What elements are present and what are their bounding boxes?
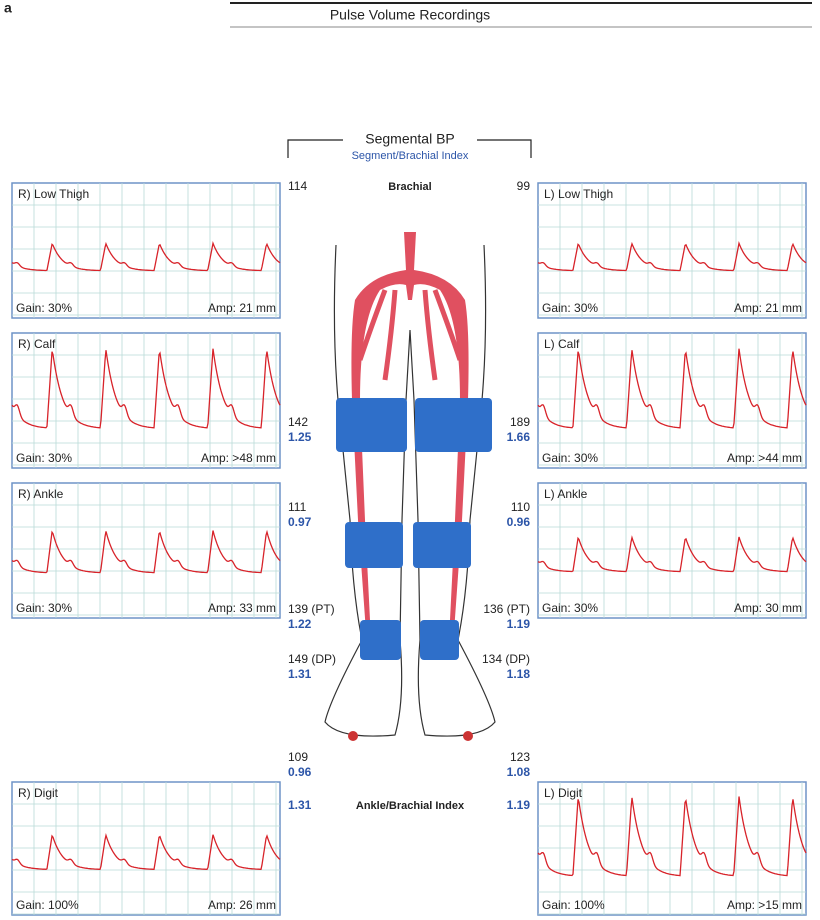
abi-value: 1.19 — [507, 798, 531, 812]
panel-label: L) Ankle — [544, 487, 588, 501]
waveform — [537, 535, 807, 573]
pressure: 189 — [510, 415, 530, 429]
pressure: 149 (DP) — [288, 652, 336, 666]
brachial-label: Brachial — [388, 181, 431, 193]
abi-label: Ankle/Brachial Index — [356, 800, 465, 812]
pressure: 109 — [288, 750, 308, 764]
report-title: Pulse Volume Recordings — [330, 7, 490, 23]
gain-label: Gain: 30% — [16, 301, 72, 315]
amp-label: Amp: 21 mm — [208, 301, 276, 315]
thigh-cuff — [415, 398, 492, 452]
panel-frame — [537, 332, 807, 469]
bracket — [287, 139, 532, 158]
gain-label: Gain: 30% — [542, 451, 598, 465]
panel-label: R) Digit — [18, 786, 59, 800]
amp-label: Amp: 33 mm — [208, 601, 276, 615]
brachial-index: 1.31 — [288, 667, 312, 681]
waveform-panel: R) Calf Gain: 30% Amp: >48 mm — [11, 332, 281, 469]
pressure: 136 (PT) — [483, 602, 530, 616]
pressure: 123 — [510, 750, 530, 764]
amp-label: Amp: >44 mm — [727, 451, 802, 465]
segmental-title: Segmental BP — [365, 131, 455, 147]
panel-frame — [11, 781, 281, 916]
panel-label: R) Low Thigh — [18, 187, 89, 201]
panel-frame — [11, 482, 281, 619]
panel-frame — [11, 332, 281, 469]
brachial-index: 1.66 — [507, 430, 531, 444]
waveform-panel: R) Ankle Gain: 30% Amp: 33 mm — [11, 482, 281, 619]
pressure: 111 — [288, 500, 307, 514]
panel-frame — [537, 182, 807, 319]
grid — [12, 782, 280, 915]
pressure: 139 (PT) — [288, 602, 335, 616]
gain-label: Gain: 30% — [542, 601, 598, 615]
brachial-index: 0.97 — [288, 515, 312, 529]
waveform-panel: R) Digit Gain: 100% Amp: 26 mm — [11, 781, 281, 916]
gain-label: Gain: 30% — [16, 601, 72, 615]
calf-cuff — [345, 522, 403, 568]
legs-diagram — [324, 232, 496, 741]
gain-label: Gain: 30% — [542, 301, 598, 315]
waveform — [11, 241, 281, 272]
gain-label: Gain: 100% — [542, 898, 605, 912]
brachial-index: 1.19 — [507, 617, 531, 631]
leg-outline — [324, 244, 496, 737]
pressure: 99 — [517, 179, 531, 193]
amp-label: Amp: >48 mm — [201, 451, 276, 465]
amp-label: Amp: 26 mm — [208, 898, 276, 912]
abi-value: 1.31 — [288, 798, 312, 812]
waveform — [537, 348, 807, 429]
panel-label: a — [4, 0, 12, 16]
ankle-cuff — [360, 620, 401, 660]
waveform-panel: L) Ankle Gain: 30% Amp: 30 mm — [537, 482, 807, 619]
brachial-index: 1.22 — [288, 617, 312, 631]
panel-label: L) Low Thigh — [544, 187, 613, 201]
brachial-index: 0.96 — [507, 515, 531, 529]
amp-label: Amp: 21 mm — [734, 301, 802, 315]
gain-label: Gain: 30% — [16, 451, 72, 465]
thigh-cuff — [336, 398, 407, 452]
segmental-subtitle: Segment/Brachial Index — [352, 150, 469, 162]
panel-frame — [11, 182, 281, 319]
toe-sensor — [348, 731, 358, 741]
gain-label: Gain: 100% — [16, 898, 79, 912]
brachial-index: 1.25 — [288, 430, 312, 444]
brachial-index: 1.18 — [507, 667, 531, 681]
toe-sensor — [463, 731, 473, 741]
panel-label: L) Calf — [544, 337, 580, 351]
waveform-panel: L) Calf Gain: 30% Amp: >44 mm — [537, 332, 807, 469]
waveform — [11, 348, 281, 429]
waveform — [11, 529, 281, 574]
waveform-panel: R) Low Thigh Gain: 30% Amp: 21 mm — [11, 182, 281, 319]
artery-branch — [357, 289, 463, 381]
panel-label: L) Digit — [544, 786, 583, 800]
panel-frame — [537, 482, 807, 619]
calf-cuff — [413, 522, 471, 568]
brachial-index: 1.08 — [507, 765, 531, 779]
ankle-cuff — [420, 620, 459, 660]
pressure: 142 — [288, 415, 308, 429]
brachial-index: 0.96 — [288, 765, 312, 779]
waveform — [11, 832, 281, 870]
pressure: 114 — [288, 179, 307, 193]
amp-label: Amp: 30 mm — [734, 601, 802, 615]
grid — [12, 183, 280, 318]
pressure: 110 — [511, 500, 530, 514]
waveform-panel: L) Digit Gain: 100% Amp: >15 mm — [537, 781, 807, 916]
amp-label: Amp: >15 mm — [727, 898, 802, 912]
panel-label: R) Ankle — [18, 487, 64, 501]
grid — [538, 483, 806, 618]
pressure: 134 (DP) — [482, 652, 530, 666]
panel-label: R) Calf — [18, 337, 56, 351]
waveform — [537, 241, 807, 272]
waveform — [537, 796, 807, 877]
waveform-panel: L) Low Thigh Gain: 30% Amp: 21 mm — [537, 182, 807, 319]
grid — [538, 183, 806, 318]
